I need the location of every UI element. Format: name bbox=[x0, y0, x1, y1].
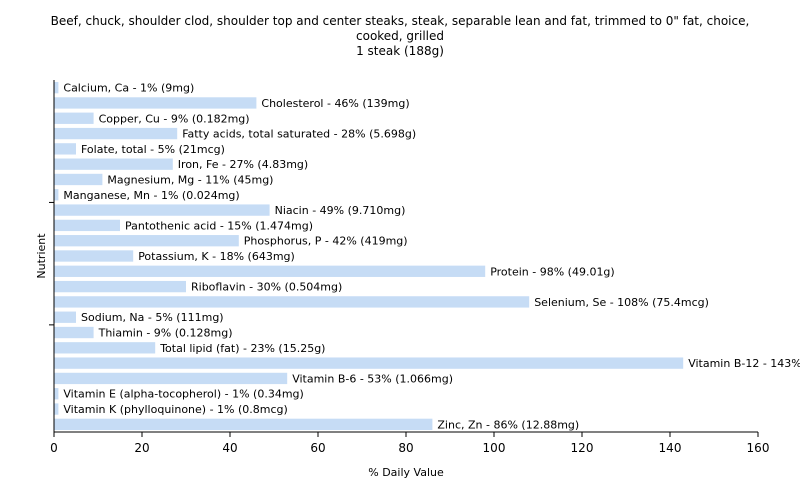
bars-layer: Calcium, Ca - 1% (9mg) Cholesterol - 46% … bbox=[54, 81, 800, 431]
bar-label-magnesium-mg: Magnesium, Mg - 11% (45mg) bbox=[107, 173, 273, 186]
x-tick-label: 40 bbox=[222, 441, 237, 455]
x-tick-label: 60 bbox=[310, 441, 325, 455]
bar-calcium-ca bbox=[54, 81, 59, 94]
bar-label-pantothenic-acid: Pantothenic acid - 15% (1.474mg) bbox=[125, 219, 313, 232]
bar-pantothenic-acid bbox=[54, 219, 120, 232]
bar-label-cholesterol: Cholesterol - 46% (139mg) bbox=[261, 97, 409, 110]
chart-title-line-1: Beef, chuck, shoulder clod, shoulder top… bbox=[50, 14, 750, 28]
bar-sodium-na bbox=[54, 311, 76, 323]
bar-label-zinc-zn: Zinc, Zn - 86% (12.88mg) bbox=[437, 418, 579, 431]
y-axis-title: Nutrient bbox=[35, 233, 48, 279]
bar-vitamin-b-12 bbox=[54, 357, 684, 369]
bar-thiamin bbox=[54, 326, 94, 339]
bar-fatty-acids-total-saturated bbox=[54, 127, 178, 140]
x-tick-label: 160 bbox=[747, 441, 770, 455]
bar-label-sodium-na: Sodium, Na - 5% (111mg) bbox=[81, 311, 224, 324]
bar-manganese-mn bbox=[54, 189, 59, 201]
bar-folate-total bbox=[54, 143, 76, 155]
bar-vitamin-k-phylloquinone bbox=[54, 403, 59, 415]
chart-title-line-2: cooked, grilled bbox=[356, 29, 444, 43]
bar-label-vitamin-b-12: Vitamin B-12 - 143% (8.57mcg) bbox=[688, 357, 800, 370]
bar-label-vitamin-e-alpha-tocopherol: Vitamin E (alpha-tocopherol) - 1% (0.34m… bbox=[63, 388, 303, 401]
bar-niacin bbox=[54, 204, 270, 216]
x-tick-label: 120 bbox=[571, 441, 594, 455]
x-tick-label: 140 bbox=[659, 441, 682, 455]
bar-phosphorus-p bbox=[54, 235, 239, 247]
bar-label-phosphorus-p: Phosphorus, P - 42% (419mg) bbox=[244, 235, 408, 248]
bar-label-niacin: Niacin - 49% (9.710mg) bbox=[275, 204, 406, 217]
bar-magnesium-mg bbox=[54, 173, 103, 186]
bar-label-riboflavin: Riboflavin - 30% (0.504mg) bbox=[191, 281, 342, 294]
bar-label-total-lipid-fat: Total lipid (fat) - 23% (15.25g) bbox=[159, 342, 325, 355]
bar-potassium-k bbox=[54, 250, 134, 262]
bar-riboflavin bbox=[54, 280, 186, 293]
x-tick-label: 20 bbox=[134, 441, 149, 455]
x-tick-label: 80 bbox=[398, 441, 413, 455]
bar-label-thiamin: Thiamin - 9% (0.128mg) bbox=[98, 327, 233, 340]
bar-protein bbox=[54, 265, 486, 277]
bar-iron-fe bbox=[54, 158, 173, 170]
chart-title: Beef, chuck, shoulder clod, shoulder top… bbox=[0, 14, 800, 59]
bar-zinc-zn bbox=[54, 418, 433, 431]
bar-cholesterol bbox=[54, 97, 257, 109]
bar-label-potassium-k: Potassium, K - 18% (643mg) bbox=[138, 250, 295, 263]
x-tick-label: 100 bbox=[483, 441, 506, 455]
bar-label-calcium-ca: Calcium, Ca - 1% (9mg) bbox=[63, 82, 194, 95]
x-axis-title: % Daily Value bbox=[368, 466, 444, 479]
bar-label-folate-total: Folate, total - 5% (21mcg) bbox=[81, 143, 225, 156]
bar-label-fatty-acids-total-saturated: Fatty acids, total saturated - 28% (5.69… bbox=[182, 128, 416, 141]
bar-label-manganese-mn: Manganese, Mn - 1% (0.024mg) bbox=[63, 189, 239, 202]
x-tick-label: 0 bbox=[50, 441, 58, 455]
axes-layer: 0 20 40 60 80 100 120 140 160 bbox=[49, 80, 769, 455]
chart-title-line-3: 1 steak (188g) bbox=[356, 44, 444, 58]
bar-label-iron-fe: Iron, Fe - 27% (4.83mg) bbox=[178, 158, 308, 171]
bar-label-copper-cu: Copper, Cu - 9% (0.182mg) bbox=[99, 112, 250, 125]
bar-total-lipid-fat bbox=[54, 342, 156, 354]
bar-label-selenium-se: Selenium, Se - 108% (75.4mcg) bbox=[534, 296, 709, 309]
bar-label-protein: Protein - 98% (49.01g) bbox=[490, 265, 615, 278]
bar-copper-cu bbox=[54, 112, 94, 124]
bar-vitamin-b-6 bbox=[54, 372, 288, 385]
bar-selenium-se bbox=[54, 296, 530, 308]
bar-label-vitamin-k-phylloquinone: Vitamin K (phylloquinone) - 1% (0.8mcg) bbox=[63, 403, 287, 416]
bar-vitamin-e-alpha-tocopherol bbox=[54, 388, 59, 400]
bar-label-vitamin-b-6: Vitamin B-6 - 53% (1.066mg) bbox=[292, 372, 453, 385]
